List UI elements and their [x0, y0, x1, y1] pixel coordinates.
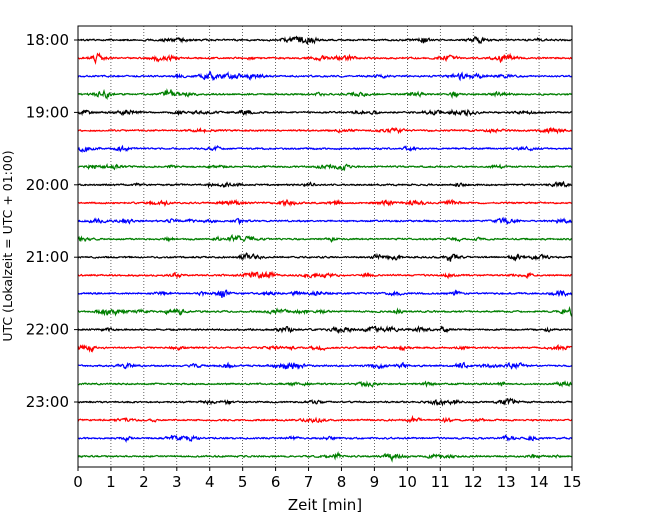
x-tick-label: 0	[73, 473, 83, 491]
trace-2045	[77, 233, 573, 243]
x-tick-label: 4	[205, 473, 215, 491]
x-tick-label: 13	[497, 473, 516, 491]
trace-2130	[77, 289, 573, 298]
trace-1915	[77, 126, 573, 135]
x-tick-label: 6	[271, 473, 281, 491]
trace-2245	[77, 380, 573, 388]
trace-2000	[77, 180, 573, 189]
trace-1900	[77, 108, 573, 118]
trace-1815	[77, 51, 573, 65]
trace-2300	[77, 397, 573, 407]
trace-2230	[77, 361, 573, 371]
trace-2330	[77, 434, 573, 444]
trace-layer	[77, 35, 573, 463]
trace-2100	[77, 252, 573, 262]
y-tick-label: 18:00	[26, 31, 69, 49]
y-tick-label: 20:00	[26, 176, 69, 194]
x-axis-label: Zeit [min]	[288, 496, 362, 514]
y-tick-label: 23:00	[26, 393, 69, 411]
x-tick-label: 9	[370, 473, 380, 491]
trace-2200	[77, 325, 573, 334]
trace-2030	[77, 216, 573, 226]
trace-2015	[77, 198, 573, 208]
trace-2315	[77, 414, 573, 424]
x-tick-label: 14	[530, 473, 549, 491]
x-tick-label: 12	[464, 473, 483, 491]
x-tick-label: 7	[304, 473, 314, 491]
trace-1930	[77, 144, 573, 153]
plot-frame	[77, 25, 573, 468]
x-tick-label: 2	[139, 473, 149, 491]
x-tick-label: 11	[431, 473, 450, 491]
x-tick-label: 3	[172, 473, 182, 491]
x-axis-ticks: 0 1 2 3 4 5 6 7 8 9 10 11 12 13 14 15	[73, 467, 582, 491]
x-tick-label: 15	[562, 473, 581, 491]
trace-1945	[77, 163, 573, 172]
x-tick-label: 5	[238, 473, 248, 491]
y-tick-label: 19:00	[26, 103, 69, 121]
trace-1800	[77, 35, 573, 46]
trace-2345	[77, 450, 573, 463]
x-tick-label: 8	[337, 473, 347, 491]
trace-1830	[77, 70, 573, 82]
y-axis-ticks: 18:00 19:00 20:00 21:00 22:00 23:00	[26, 31, 78, 411]
y-tick-label: 22:00	[26, 321, 69, 339]
grid-layer	[110, 26, 540, 467]
trace-2145	[77, 305, 573, 317]
trace-1845	[77, 88, 573, 100]
trace-2115	[77, 270, 573, 280]
y-axis-label: UTC (Lokalzeit = UTC + 01:00)	[0, 150, 15, 341]
x-tick-label: 10	[398, 473, 417, 491]
trace-2215	[77, 343, 573, 353]
y-tick-label: 21:00	[26, 248, 69, 266]
x-tick-label: 1	[106, 473, 116, 491]
